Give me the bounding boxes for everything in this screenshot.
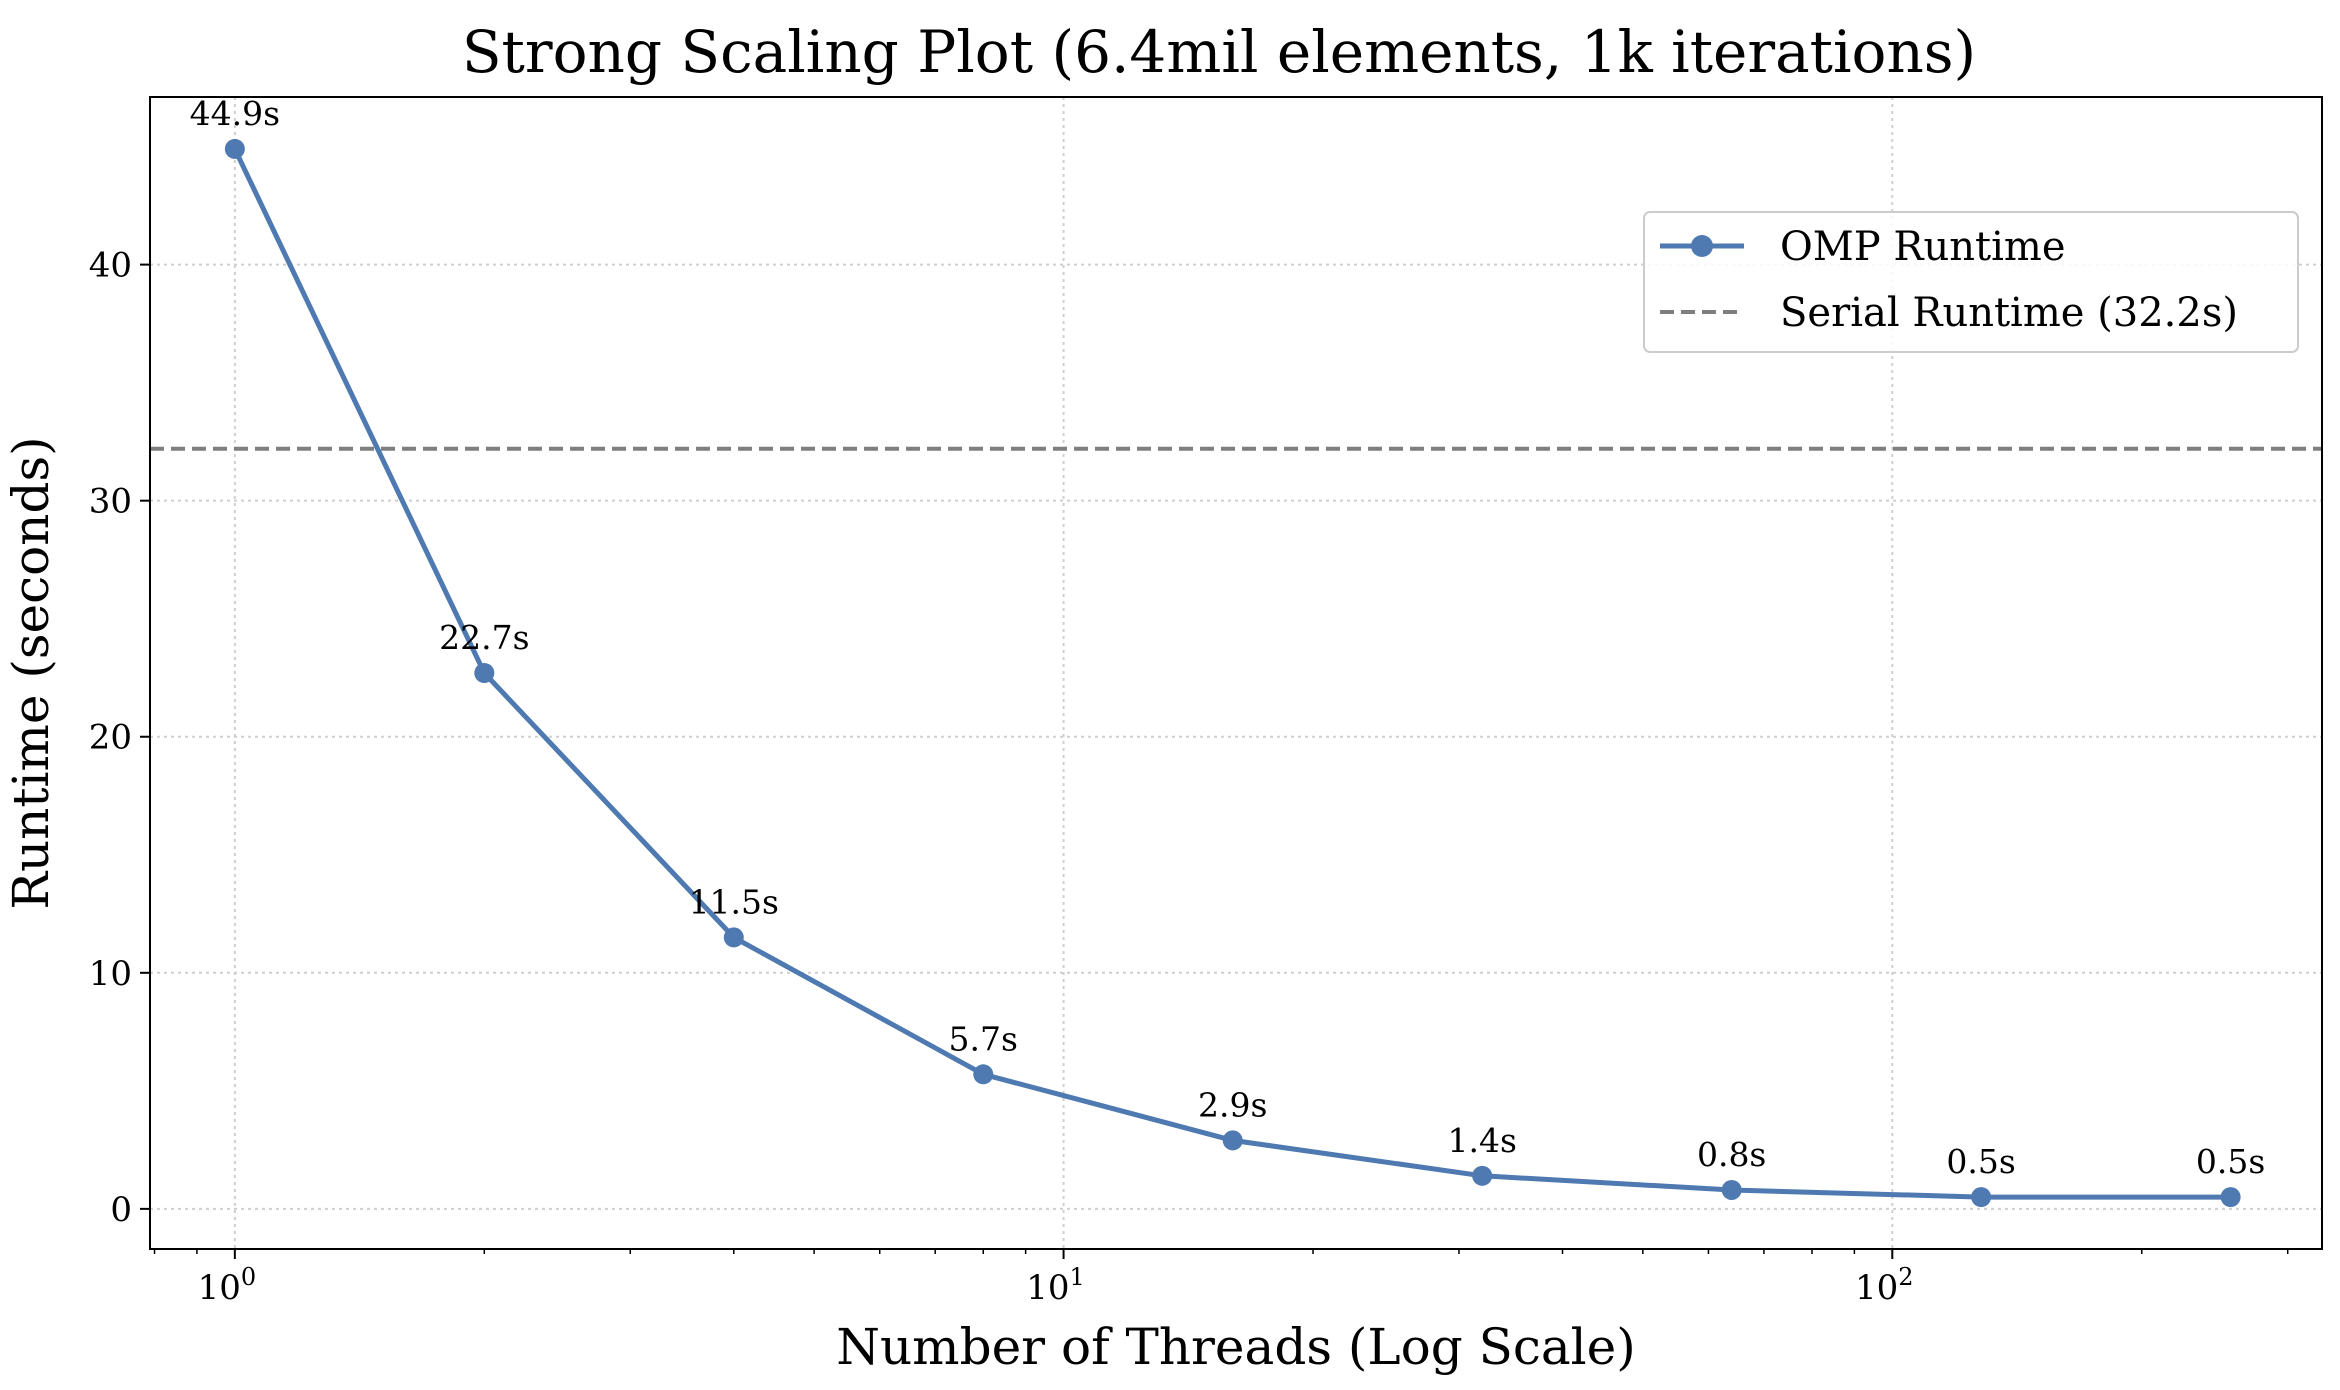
legend: OMP Runtime Serial Runtime (32.2s) bbox=[1643, 211, 2299, 353]
y-tick-label: 30 bbox=[89, 482, 132, 522]
data-label: 22.7s bbox=[439, 618, 529, 657]
data-label: 2.9s bbox=[1198, 1085, 1267, 1124]
data-labels: 44.9s 22.7s 11.5s 5.7s 2.9s 1.4s 0.8s 0.5s 0.5s bbox=[190, 94, 2266, 1181]
x-axis-label: Number of Threads (Log Scale) bbox=[836, 1318, 1636, 1376]
data-label: 1.4s bbox=[1447, 1121, 1516, 1160]
grid bbox=[150, 97, 2322, 1249]
data-point bbox=[723, 927, 744, 948]
axis-ticks: 0 10 20 30 40 100 101 102 bbox=[89, 246, 2289, 1308]
series-layer bbox=[224, 138, 2241, 1208]
data-label: 0.5s bbox=[2196, 1142, 2265, 1181]
x-tick-label: 102 bbox=[1855, 1263, 1914, 1308]
y-tick-label: 10 bbox=[89, 954, 132, 994]
data-label: 5.7s bbox=[949, 1019, 1018, 1058]
legend-label-serial: Serial Runtime (32.2s) bbox=[1780, 290, 2238, 336]
data-label: 44.9s bbox=[190, 94, 280, 133]
data-point bbox=[1472, 1165, 1493, 1186]
chart-title: Strong Scaling Plot (6.4mil elements, 1k… bbox=[462, 18, 1976, 86]
data-point bbox=[1222, 1130, 1243, 1151]
y-tick-label: 20 bbox=[89, 718, 132, 758]
data-label: 0.8s bbox=[1697, 1135, 1766, 1174]
x-tick-label: 100 bbox=[198, 1263, 257, 1308]
data-point bbox=[973, 1064, 994, 1085]
data-label: 0.5s bbox=[1946, 1142, 2015, 1181]
data-point bbox=[224, 138, 245, 159]
y-tick-label: 0 bbox=[110, 1190, 132, 1230]
data-point bbox=[474, 663, 495, 683]
data-point bbox=[2220, 1187, 2241, 1208]
x-tick-label: 101 bbox=[1026, 1263, 1085, 1308]
y-axis-label: Runtime (seconds) bbox=[2, 436, 60, 909]
plot-frame bbox=[149, 96, 2323, 1250]
legend-marker-omp bbox=[1691, 235, 1713, 257]
data-label: 11.5s bbox=[689, 882, 779, 921]
legend-box bbox=[1643, 211, 2299, 353]
data-point bbox=[1721, 1179, 1742, 1200]
data-point bbox=[1971, 1187, 1992, 1208]
y-tick-label: 40 bbox=[89, 246, 132, 286]
legend-label-omp: OMP Runtime bbox=[1780, 224, 2066, 270]
